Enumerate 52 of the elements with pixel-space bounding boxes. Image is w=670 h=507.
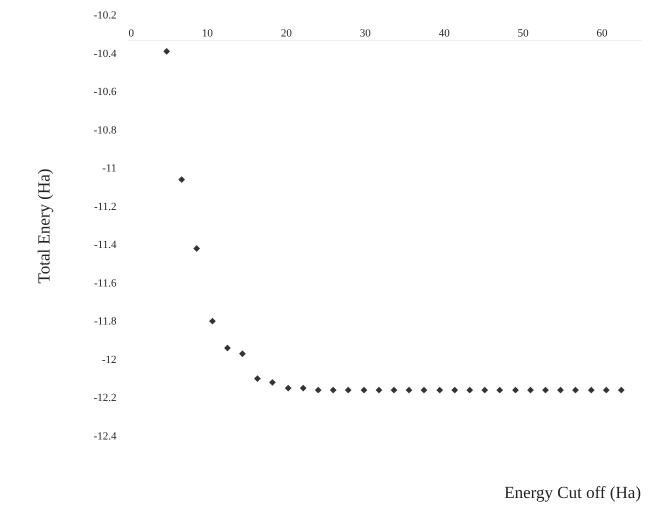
point [572,386,579,394]
y-tick-label: -10.4 [94,48,117,60]
y-tick-label: -12 [102,354,116,366]
point [557,386,564,394]
point [269,379,276,386]
x-axis-title: Energy Cut off (Ha) [504,483,641,502]
point [588,386,595,394]
y-axis-title: Total Enery (Ha) [34,168,54,284]
point [239,350,246,358]
point [360,386,368,394]
y-tick-label: -12.4 [94,430,117,442]
y-tick-label: -11.4 [94,239,117,252]
point [300,384,307,392]
y-tick-label: -10.8 [94,124,117,136]
y-tick-label: -11 [102,162,116,175]
point [344,386,352,394]
point [406,386,412,394]
point [420,386,428,394]
point [224,344,231,352]
point [314,386,322,394]
point [542,386,549,394]
point [330,386,337,394]
point [178,176,186,183]
point [390,386,398,394]
point [284,384,292,392]
x-tick-label: 50 [518,28,530,40]
point [618,386,625,394]
y-tick-label: -11.6 [94,277,117,290]
point [512,386,519,394]
point [466,386,474,394]
point [193,245,200,252]
point [602,386,610,394]
y-tick-label: -10.6 [94,86,117,98]
x-tick-label: 40 [438,28,450,40]
point [436,386,444,394]
y-tick-label: -12.2 [94,392,116,404]
x-tick-label: 10 [202,28,214,40]
x-tick-label: 30 [360,28,372,40]
point [209,318,216,325]
x-tick-label: 0 [128,28,134,40]
point [481,386,488,394]
y-tick-label: -11.2 [94,200,116,213]
x-tick-label: 60 [596,28,608,40]
point [254,375,261,382]
point [163,48,170,55]
point [376,386,382,394]
y-tick-label: -11.8 [94,316,117,328]
x-tick-label: 20 [280,28,292,40]
y-tick-label: -10.2 [94,10,116,22]
point [496,386,504,394]
point [451,386,458,394]
point [527,386,534,394]
